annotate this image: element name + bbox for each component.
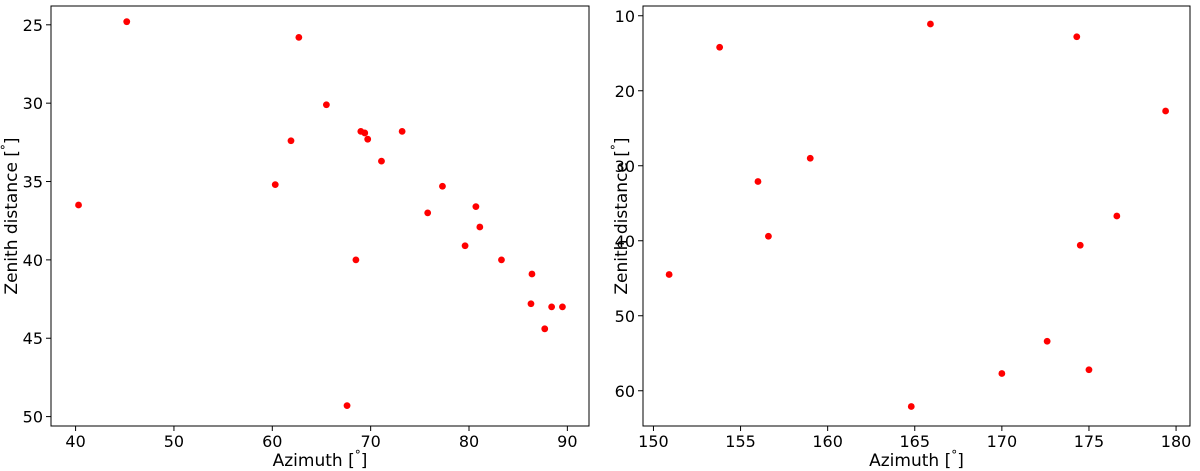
- x-tick-label: 80: [459, 432, 479, 451]
- data-point: [498, 256, 505, 264]
- y-tick-label: 60: [615, 382, 635, 401]
- data-point: [927, 20, 934, 28]
- data-point: [476, 223, 484, 231]
- x-tick-label: 165: [899, 432, 930, 451]
- y-tick-label: 30: [615, 157, 635, 176]
- data-point: [361, 129, 369, 137]
- y-tick-label: 20: [615, 82, 635, 101]
- data-point: [343, 402, 351, 410]
- x-tick-label: 70: [360, 432, 380, 451]
- data-point: [559, 303, 566, 311]
- data-point: [541, 325, 549, 333]
- data-point: [548, 303, 556, 311]
- data-point: [287, 137, 295, 145]
- data-point: [271, 181, 279, 189]
- x-tick-label: 180: [1161, 432, 1192, 451]
- x-tick-label: 160: [812, 432, 843, 451]
- y-axis-label: Zenith distance [°]: [0, 137, 22, 294]
- data-point: [398, 127, 406, 135]
- data-point: [1162, 107, 1170, 115]
- y-tick-label: 45: [23, 329, 43, 348]
- data-point: [1076, 241, 1084, 249]
- y-tick-label: 40: [615, 232, 635, 251]
- data-point: [472, 203, 480, 210]
- x-tick-label: 90: [557, 432, 577, 451]
- data-point: [378, 157, 385, 165]
- data-point: [806, 154, 814, 162]
- left-scatter-plot: 40 50 60 70 80 90 25 30 35 40 45 50 Azimuth [°] Zenit…: [0, 5, 590, 471]
- y-tick-label: 30: [23, 94, 43, 113]
- plot-frame: [50, 5, 590, 427]
- y-tick-label: 25: [23, 16, 43, 35]
- y-tick-label: 50: [615, 307, 635, 326]
- data-point: [528, 270, 536, 278]
- y-axis-label: Zenith distance [°]: [609, 137, 632, 294]
- data-point: [75, 201, 82, 209]
- x-tick-label: 175: [1074, 432, 1105, 451]
- x-tick-label: 60: [262, 432, 282, 451]
- data-point: [1043, 337, 1051, 345]
- data-point: [1073, 33, 1081, 41]
- y-tick-label: 50: [23, 408, 43, 427]
- data-point: [907, 403, 915, 410]
- data-point: [1113, 212, 1121, 220]
- data-point: [1085, 366, 1093, 374]
- right-scatter-plot: 150 155 160 165 170 175 180 10 20 30 40 50 60 Azimuth…: [609, 5, 1192, 471]
- x-tick-label: 150: [638, 432, 669, 451]
- x-axis-label: Azimuth [°]: [273, 448, 368, 471]
- data-point: [765, 232, 772, 240]
- data-point: [527, 300, 535, 308]
- data-point: [322, 101, 330, 109]
- data-point: [295, 33, 303, 41]
- data-point: [716, 43, 724, 51]
- x-tick-label: 50: [164, 432, 184, 451]
- plot-frame: [642, 5, 1191, 427]
- x-tick-label: 40: [65, 432, 85, 451]
- data-point: [439, 182, 446, 190]
- y-tick-label: 40: [23, 251, 43, 270]
- x-tick-label: 155: [725, 432, 756, 451]
- y-tick-label: 10: [615, 7, 635, 26]
- data-point: [461, 242, 469, 250]
- x-axis-label: Azimuth [°]: [869, 448, 964, 471]
- y-tick-label: 35: [23, 173, 43, 192]
- data-point: [998, 370, 1006, 377]
- data-point: [665, 271, 673, 278]
- data-point: [754, 178, 762, 185]
- data-point: [123, 18, 131, 26]
- x-tick-label: 170: [987, 432, 1018, 451]
- data-point: [424, 209, 432, 217]
- data-point: [352, 256, 360, 264]
- data-point: [364, 135, 372, 143]
